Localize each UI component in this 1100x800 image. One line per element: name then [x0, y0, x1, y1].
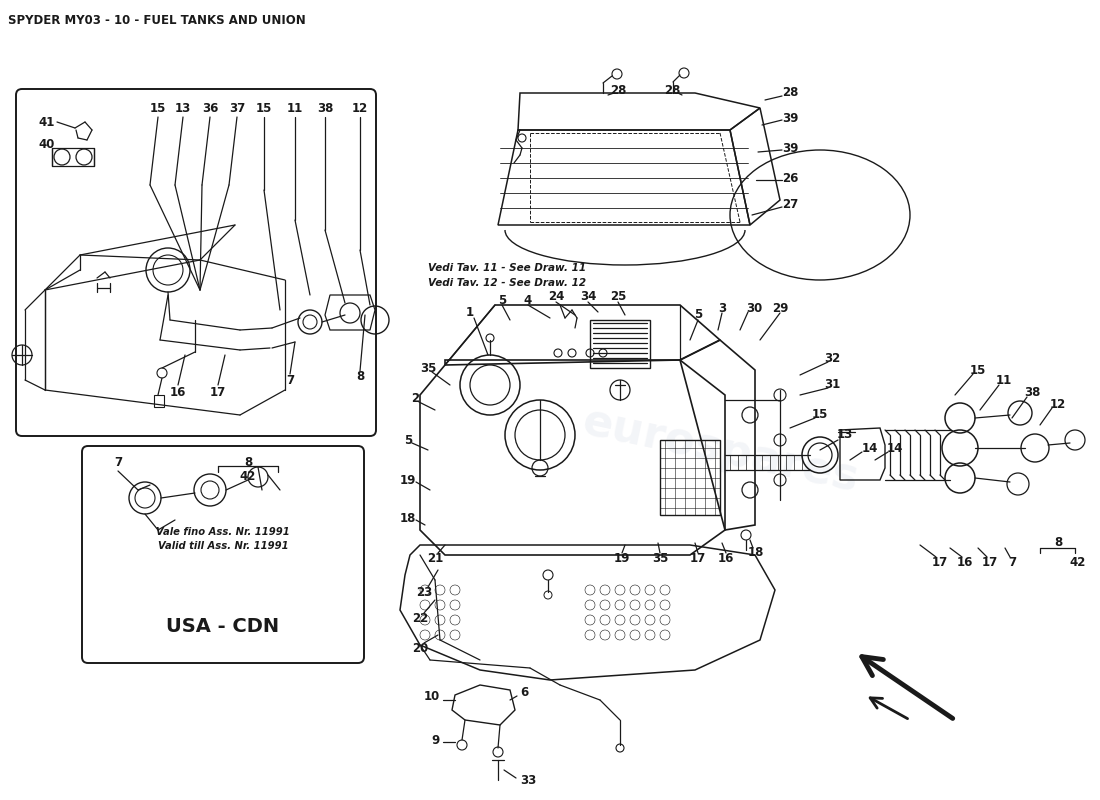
Text: 11: 11: [287, 102, 304, 114]
Text: 16: 16: [957, 555, 974, 569]
Text: Vale fino Ass. Nr. 11991: Vale fino Ass. Nr. 11991: [156, 527, 290, 537]
Text: 38: 38: [1024, 386, 1041, 399]
Text: 23: 23: [416, 586, 432, 598]
Text: 17: 17: [932, 555, 948, 569]
Text: 15: 15: [256, 102, 272, 114]
Text: Valid till Ass. Nr. 11991: Valid till Ass. Nr. 11991: [157, 541, 288, 551]
Text: 8: 8: [1054, 537, 1063, 550]
Text: 5: 5: [694, 309, 702, 322]
Text: 17: 17: [210, 386, 227, 398]
Text: 7: 7: [286, 374, 294, 386]
Text: 42: 42: [1070, 555, 1086, 569]
Text: 18: 18: [399, 511, 416, 525]
Text: 5: 5: [498, 294, 506, 306]
Text: 2: 2: [411, 391, 419, 405]
Text: 16: 16: [169, 386, 186, 398]
Text: 27: 27: [782, 198, 799, 211]
Bar: [590, 320, 650, 368]
Text: 36: 36: [201, 102, 218, 114]
Text: 41: 41: [39, 115, 55, 129]
Text: USA - CDN: USA - CDN: [166, 617, 279, 636]
Text: 31: 31: [824, 378, 840, 391]
Text: 6: 6: [520, 686, 528, 699]
Text: 29: 29: [772, 302, 789, 314]
Text: 7: 7: [114, 457, 122, 470]
Text: 9: 9: [431, 734, 440, 746]
Text: 13: 13: [837, 429, 854, 442]
Text: 24: 24: [548, 290, 564, 303]
Text: 20: 20: [411, 642, 428, 654]
Text: 5: 5: [404, 434, 412, 446]
Text: 12: 12: [1049, 398, 1066, 411]
Text: 12: 12: [352, 102, 368, 114]
Text: 3: 3: [718, 302, 726, 314]
Text: 15: 15: [150, 102, 166, 114]
Text: 8: 8: [244, 457, 252, 470]
Text: 4: 4: [524, 294, 532, 306]
Text: 33: 33: [520, 774, 537, 786]
Text: 39: 39: [782, 142, 799, 154]
Text: 22: 22: [411, 611, 428, 625]
Text: 40: 40: [39, 138, 54, 151]
Text: 7: 7: [1008, 555, 1016, 569]
Bar: [660, 440, 720, 515]
Text: 26: 26: [782, 171, 799, 185]
Text: 35: 35: [420, 362, 437, 374]
Text: eurospares: eurospares: [78, 220, 362, 320]
Text: 28: 28: [663, 83, 680, 97]
Text: 10: 10: [424, 690, 440, 703]
Bar: [52, 148, 94, 166]
Text: 42: 42: [240, 470, 256, 483]
Text: 32: 32: [824, 351, 840, 365]
Text: 18: 18: [748, 546, 764, 559]
Text: 19: 19: [399, 474, 416, 486]
Text: 14: 14: [887, 442, 903, 454]
Text: 21: 21: [427, 551, 443, 565]
Text: 28: 28: [609, 83, 626, 97]
Text: Vedi Tav. 12 - See Draw. 12: Vedi Tav. 12 - See Draw. 12: [428, 278, 586, 288]
Text: 15: 15: [970, 363, 987, 377]
Text: 34: 34: [580, 290, 596, 303]
Text: 11: 11: [996, 374, 1012, 387]
Text: 28: 28: [782, 86, 799, 99]
Text: 13: 13: [175, 102, 191, 114]
Text: 19: 19: [614, 551, 630, 565]
Text: 37: 37: [229, 102, 245, 114]
Text: SPYDER MY03 - 10 - FUEL TANKS AND UNION: SPYDER MY03 - 10 - FUEL TANKS AND UNION: [8, 14, 306, 27]
Text: 16: 16: [718, 551, 734, 565]
Bar: [154, 395, 164, 407]
Text: 17: 17: [982, 555, 998, 569]
Text: Vedi Tav. 11 - See Draw. 11: Vedi Tav. 11 - See Draw. 11: [428, 263, 586, 273]
Text: eurospares: eurospares: [578, 400, 862, 500]
FancyBboxPatch shape: [82, 446, 364, 663]
Text: 30: 30: [746, 302, 762, 314]
Text: 35: 35: [652, 551, 668, 565]
Text: 14: 14: [861, 442, 878, 454]
Text: 38: 38: [317, 102, 333, 114]
Text: 25: 25: [609, 290, 626, 303]
Text: 39: 39: [782, 111, 799, 125]
Text: 17: 17: [690, 551, 706, 565]
FancyBboxPatch shape: [16, 89, 376, 436]
Text: 8: 8: [356, 370, 364, 383]
Text: 15: 15: [812, 409, 828, 422]
Text: 1: 1: [466, 306, 474, 318]
